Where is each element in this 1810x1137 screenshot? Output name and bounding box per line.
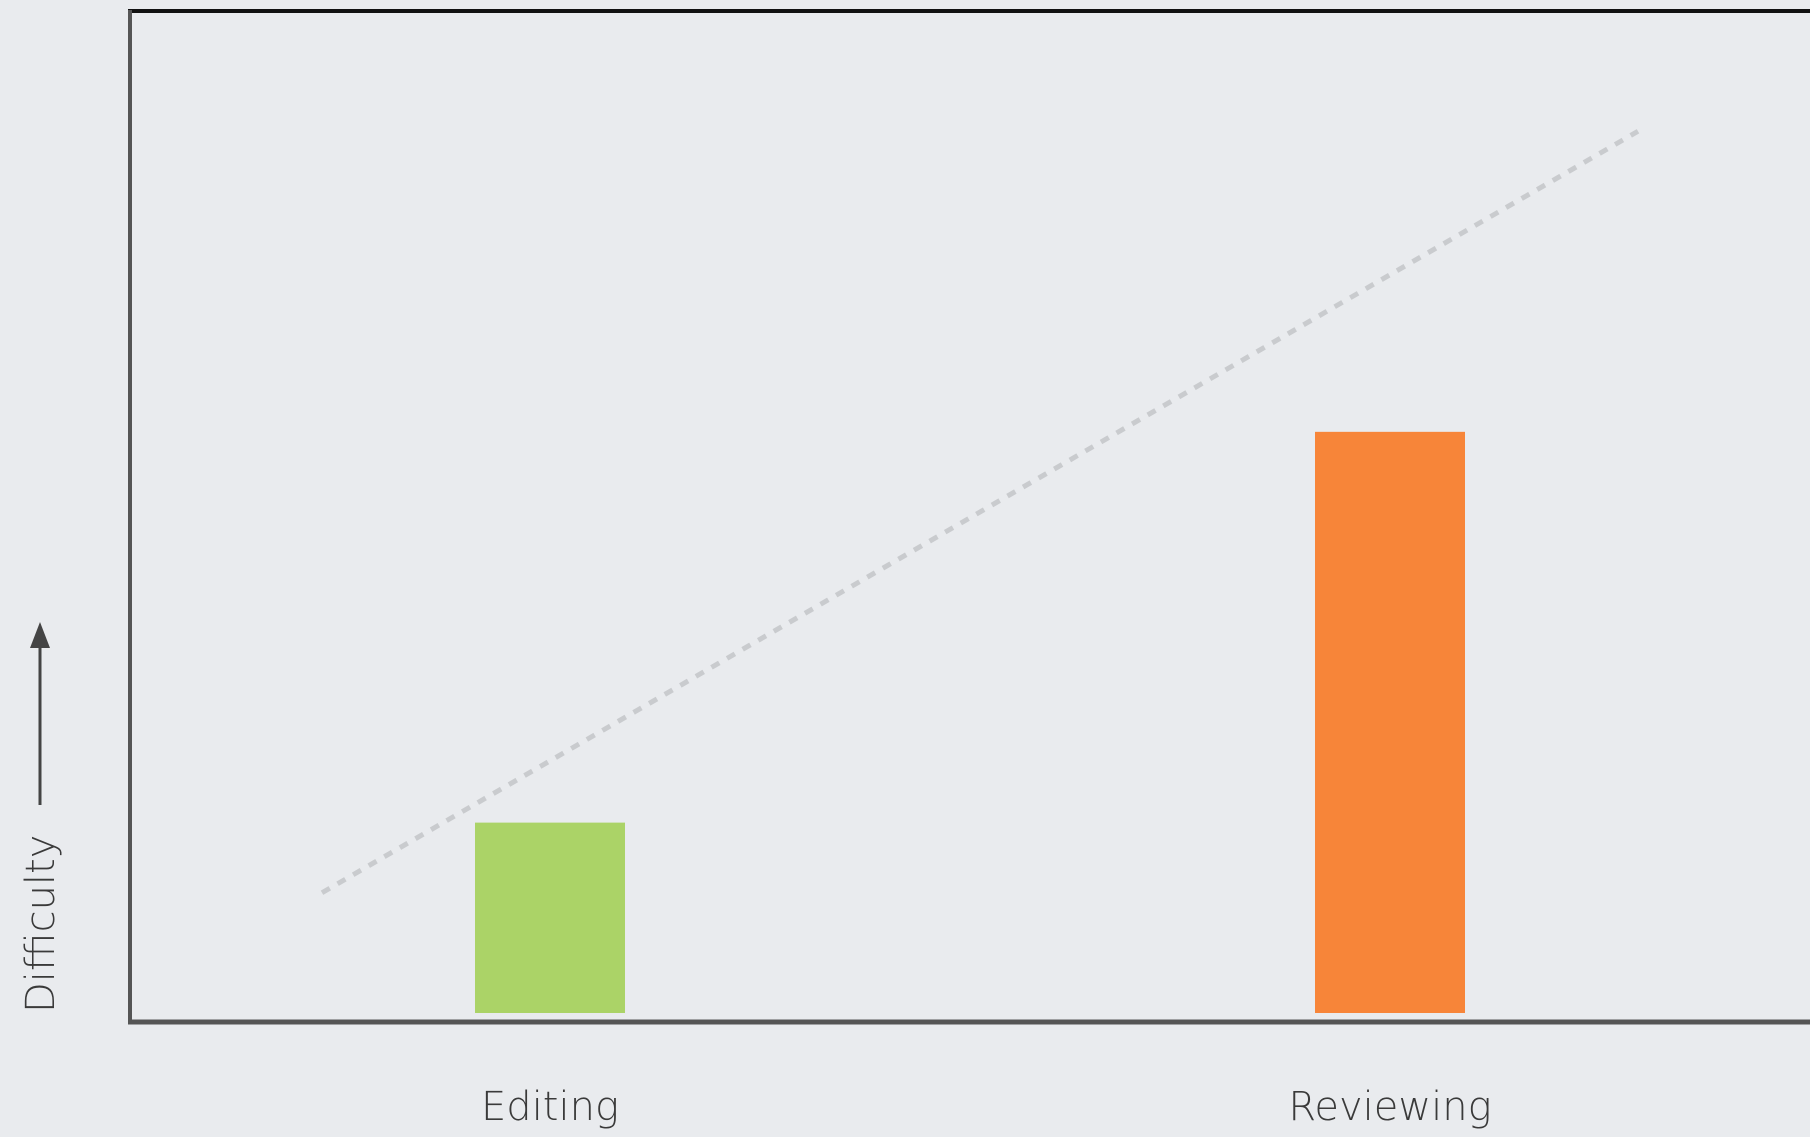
trend-line <box>320 129 1640 895</box>
bar-reviewing <box>1315 431 1465 1014</box>
bars-group <box>475 431 1465 1014</box>
y-axis-label-group: Difficulty <box>18 622 64 1013</box>
category-labels-group: Editing Reviewing <box>481 1084 1492 1130</box>
category-label-reviewing: Reviewing <box>1288 1084 1491 1130</box>
bar-editing <box>475 822 625 1013</box>
category-label-editing: Editing <box>481 1084 619 1130</box>
arrow-up-icon <box>30 622 50 648</box>
y-axis-label: Difficulty <box>18 835 64 1013</box>
